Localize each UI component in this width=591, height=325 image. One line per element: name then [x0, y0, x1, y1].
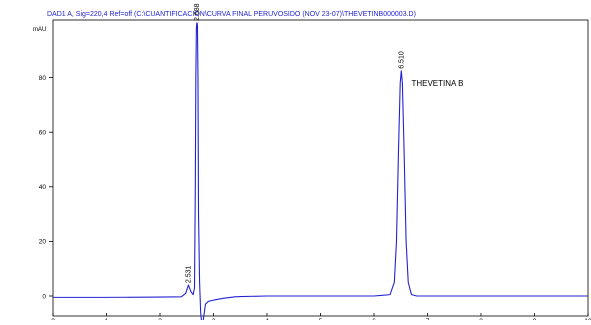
y-tick-label: 80 — [39, 75, 47, 82]
trace-layer — [53, 22, 588, 324]
plot-frame — [52, 19, 589, 317]
y-tick-label: 20 — [39, 239, 47, 246]
labels-layer: 2.531 2.688 6.510 THEVETINA B — [186, 3, 464, 283]
chromatogram-trace — [53, 22, 588, 324]
y-tick-label: 40 — [39, 184, 47, 191]
y-tick-label: 0 — [42, 293, 46, 300]
chart-title: DAD1 A, Sig=220,4 Ref=off (C:\CUANTIFICA… — [47, 11, 416, 18]
peak-retention-label: 6.510 — [398, 51, 405, 69]
axes: 020406080012345678910 — [39, 19, 591, 325]
peak-retention-label: 2.531 — [186, 265, 193, 283]
y-tick-label: 60 — [39, 130, 47, 137]
peak-annotation: THEVETINA B — [411, 79, 463, 88]
peak-retention-label: 2.688 — [194, 3, 201, 21]
y-axis-unit: mAU — [33, 27, 46, 33]
